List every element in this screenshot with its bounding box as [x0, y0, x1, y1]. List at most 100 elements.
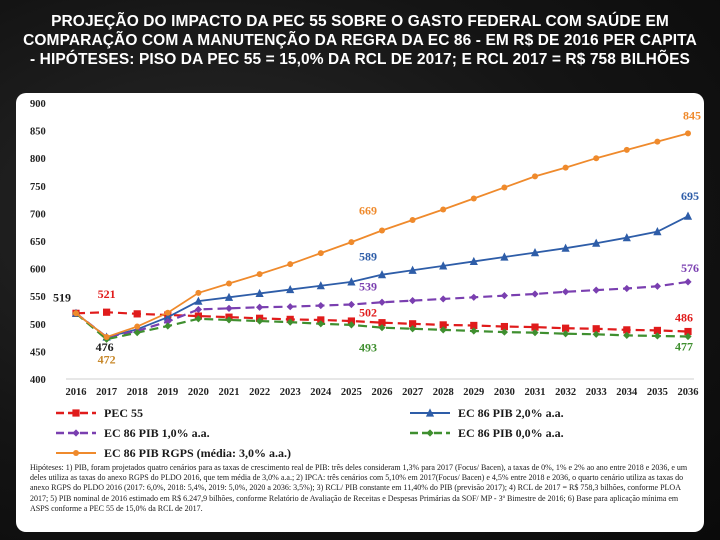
data-point-marker	[531, 290, 539, 298]
x-tick-label: 2025	[341, 387, 362, 398]
data-point-marker	[347, 321, 355, 329]
data-label: 476	[96, 340, 114, 354]
legend-label: EC 86 PIB 2,0% a.a.	[458, 406, 564, 420]
data-point-marker	[347, 300, 355, 309]
legend-label: EC 86 PIB RGPS (média: 3,0% a.a.)	[104, 446, 291, 460]
y-tick-label: 600	[30, 265, 46, 276]
data-label: 589	[359, 250, 377, 264]
data-label: 477	[675, 339, 693, 353]
data-point-marker	[684, 278, 692, 286]
data-point-marker	[562, 324, 570, 332]
y-tick-label: 800	[30, 154, 46, 165]
data-point-marker	[316, 281, 325, 290]
x-tick-label: 2034	[616, 387, 638, 398]
data-point-marker	[470, 327, 478, 335]
data-point-marker	[226, 280, 232, 287]
data-point-marker	[317, 316, 325, 324]
legend-item: EC 86 PIB 1,0% a.a.	[56, 426, 210, 440]
data-point-marker	[133, 310, 141, 318]
data-point-marker	[103, 334, 110, 341]
axis-layer: 400 450 500 550 600 650 700 750 800 850 900 2016 201…	[30, 99, 699, 398]
y-tick-label: 750	[30, 182, 46, 193]
data-point-marker	[317, 301, 325, 310]
x-tick-label: 2020	[188, 387, 209, 398]
y-tick-label: 900	[30, 99, 46, 110]
legend-label: PEC 55	[104, 406, 143, 420]
x-tick-label: 2035	[647, 387, 668, 398]
data-point-marker	[409, 325, 417, 333]
data-point-marker	[72, 409, 80, 417]
data-point-marker	[684, 327, 692, 336]
data-point-marker	[72, 429, 80, 437]
data-point-marker	[348, 239, 355, 246]
data-point-marker	[439, 321, 447, 329]
data-label: 472	[98, 352, 116, 366]
x-tick-label: 2030	[494, 387, 515, 398]
series-line	[75, 312, 689, 341]
y-tick-label: 450	[30, 347, 46, 358]
data-point-marker	[317, 320, 325, 328]
series-line	[75, 280, 689, 339]
x-tick-label: 2018	[127, 387, 148, 398]
data-point-marker	[653, 227, 662, 236]
data-point-marker	[532, 173, 538, 180]
x-tick-label: 2021	[219, 387, 240, 398]
data-point-marker	[73, 450, 79, 456]
data-point-marker	[685, 130, 691, 137]
data-point-marker	[500, 328, 508, 336]
series-line	[75, 311, 689, 333]
data-point-marker	[440, 206, 447, 213]
data-point-marker	[501, 184, 508, 191]
data-point-marker	[623, 284, 631, 293]
legend-item: PEC 55	[56, 406, 143, 420]
data-point-marker	[562, 288, 570, 296]
data-point-marker	[224, 292, 234, 301]
data-label: 576	[681, 261, 699, 275]
x-tick-label: 2031	[525, 387, 546, 398]
series-layer	[71, 130, 693, 343]
y-tick-label: 500	[30, 320, 46, 331]
data-point-marker	[377, 270, 387, 279]
data-point-marker	[73, 310, 79, 317]
data-point-marker	[500, 252, 509, 261]
data-point-marker	[408, 265, 417, 274]
legend-item: EC 86 PIB 2,0% a.a.	[410, 406, 564, 420]
data-point-marker	[592, 325, 600, 333]
data-point-marker	[531, 323, 539, 331]
data-label: 493	[359, 341, 377, 355]
data-point-marker	[592, 238, 601, 247]
data-label: 539	[359, 279, 377, 293]
data-label: 845	[683, 108, 701, 122]
data-point-marker	[409, 217, 416, 224]
x-tick-label: 2023	[280, 387, 301, 398]
data-point-marker	[562, 164, 569, 171]
data-point-marker	[164, 309, 171, 316]
data-point-marker	[378, 298, 386, 306]
chart-panel: 400 450 500 550 600 650 700 750 800 850 900 2016 201…	[16, 93, 704, 532]
x-tick-label: 2027	[402, 387, 423, 398]
data-label: 669	[359, 204, 377, 218]
data-point-marker	[561, 243, 570, 252]
data-point-marker	[470, 293, 478, 301]
data-point-marker	[225, 304, 233, 312]
line-chart: 400 450 500 550 600 650 700 750 800 850 900 2016 201…	[30, 99, 701, 460]
data-point-marker	[653, 282, 661, 290]
data-point-marker	[317, 250, 324, 257]
data-point-marker	[623, 326, 631, 334]
x-tick-label: 2032	[555, 387, 576, 398]
data-point-marker	[347, 277, 356, 286]
data-label: 486	[675, 311, 693, 325]
data-point-marker	[347, 317, 355, 325]
data-point-marker	[379, 227, 385, 234]
data-point-marker	[378, 319, 386, 327]
data-label: 519	[53, 290, 71, 304]
data-point-marker	[470, 321, 478, 330]
data-point-marker	[593, 155, 600, 162]
data-point-marker	[287, 261, 294, 268]
data-point-marker	[469, 256, 478, 266]
x-tick-label: 2026	[372, 387, 393, 398]
y-tick-label: 850	[30, 127, 46, 138]
data-point-marker	[255, 288, 264, 298]
legend: PEC 55 EC 86 PIB 2,0% a.a. EC 86 PIB 1,0% …	[56, 406, 564, 460]
